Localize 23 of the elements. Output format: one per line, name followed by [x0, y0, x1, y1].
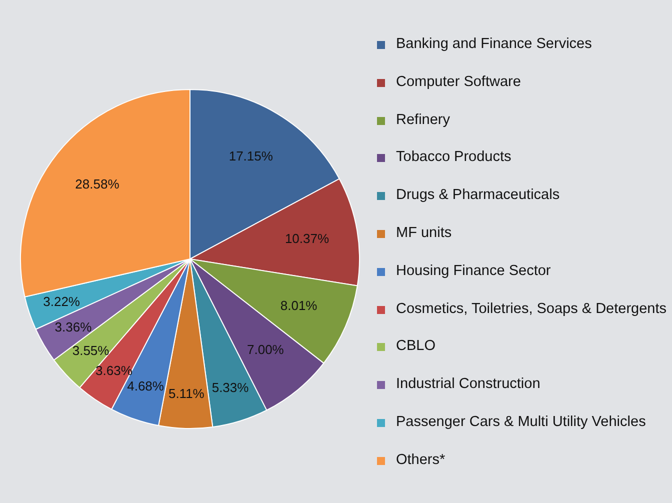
- legend-label: Housing Finance Sector: [396, 262, 552, 280]
- data-label: 10.37%: [284, 230, 330, 246]
- data-label: 8.01%: [280, 298, 318, 313]
- data-label: 3.36%: [54, 319, 92, 334]
- legend-label: Tobacco Products: [396, 149, 512, 166]
- legend-label: MF units: [396, 225, 453, 242]
- data-label: 17.15%: [228, 148, 274, 164]
- legend-label: Refinery: [396, 112, 451, 129]
- data-label: 7.00%: [247, 342, 284, 358]
- legend-label: Passenger Cars & Multi Utility Vehicles: [396, 414, 647, 431]
- data-label: 5.11%: [168, 386, 205, 402]
- legend-label: Industrial Construction: [396, 376, 542, 394]
- data-label: 5.33%: [212, 380, 250, 396]
- data-label: 3.22%: [43, 294, 80, 310]
- legend-label: Cosmetics, Toiletries, Soaps & Detergents: [396, 300, 668, 318]
- legend-label: Drugs & Pharmaceuticals: [396, 187, 561, 204]
- data-label: 28.58%: [75, 176, 120, 192]
- legend-label: Others*: [396, 452, 446, 469]
- data-label: 3.55%: [72, 343, 110, 358]
- legend-label: CBLO: [396, 338, 436, 356]
- legend-label: Banking and Finance Services: [396, 36, 593, 53]
- data-label: 4.68%: [127, 378, 164, 394]
- legend-label: Computer Software: [396, 74, 522, 91]
